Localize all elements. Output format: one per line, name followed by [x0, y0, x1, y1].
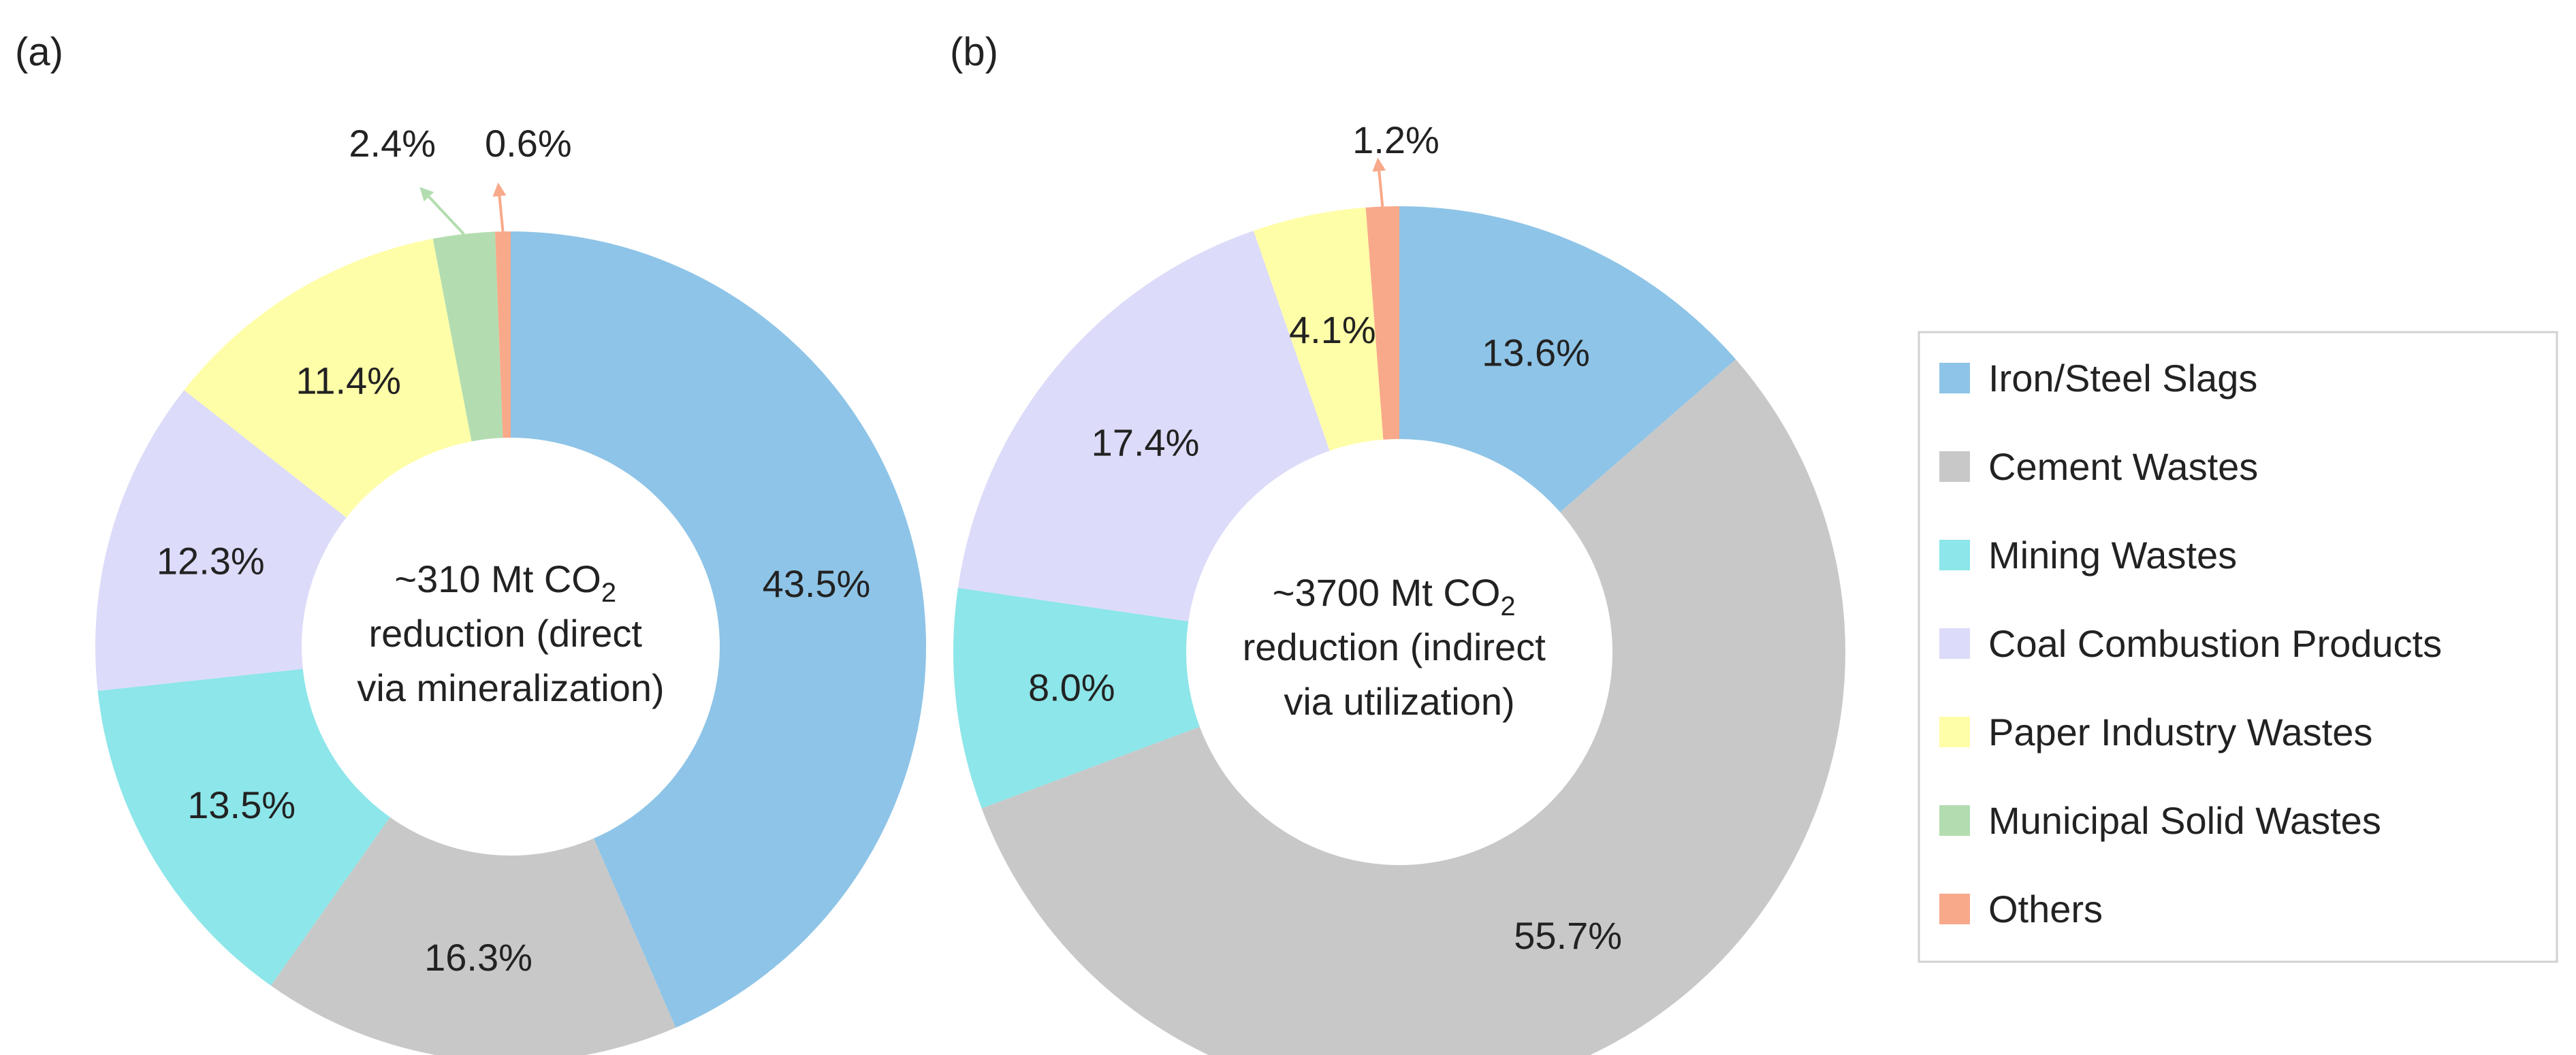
labels-b: 13.6% 55.7% 8.0% 17.4% 4.1% 1.2%	[1028, 118, 1622, 957]
center-line-2: reduction (direct	[368, 612, 642, 655]
legend-swatch	[1939, 894, 1970, 924]
legend-label: Others	[1988, 888, 2103, 930]
pct-label-mining-wastes: 8.0%	[1028, 666, 1115, 709]
pct-label-coal-combustion-products: 17.4%	[1092, 421, 1200, 464]
legend-frame	[1918, 331, 2558, 963]
legend-label: Coal Combustion Products	[1988, 622, 2442, 665]
legend-label: Paper Industry Wastes	[1988, 711, 2372, 753]
slices-b	[953, 206, 1845, 1055]
slice-cement-wastes	[270, 817, 676, 1055]
legend-swatch	[1939, 363, 1970, 393]
center-line-3: via utilization)	[1284, 680, 1514, 723]
slice-paper-industry-wastes	[1253, 207, 1384, 451]
slice-others	[495, 231, 511, 438]
center-label-a: ~310 Mt CO2 reduction (direct via minera…	[357, 557, 664, 709]
slice-mining-wastes	[953, 587, 1200, 809]
legend-label: Cement Wastes	[1988, 445, 2258, 488]
labels-a: 43.5% 16.3% 13.5% 12.3% 11.4% 2.4% 0.6%	[157, 122, 870, 979]
pct-label-cement-wastes: 16.3%	[424, 936, 532, 979]
donut-chart-a: (a) 43.5% 16.3% 13.5% 12.3% 11.4% 2.4% 0.6% ~3…	[15, 30, 926, 1055]
center-line-3: via mineralization)	[357, 666, 664, 709]
center-label-b: ~3700 Mt CO2 reduction (indirect via uti…	[1243, 571, 1557, 723]
subscript-2: 2	[601, 578, 616, 608]
slice-iron-steel-slags	[1399, 206, 1736, 513]
legend-items: Iron/Steel Slags Cement Wastes Mining Wast…	[1939, 357, 2442, 930]
legend-item-mining-wastes: Mining Wastes	[1939, 534, 2237, 577]
center-line-1: ~3700 Mt CO2	[1273, 571, 1516, 621]
slice-cement-wastes	[981, 359, 1845, 1055]
center-line-1: ~310 Mt CO2	[394, 557, 616, 608]
legend-swatch	[1939, 717, 1970, 747]
legend-swatch	[1939, 540, 1970, 570]
center-line-2: reduction (indirect	[1243, 626, 1546, 668]
legend-label: Mining Wastes	[1988, 534, 2237, 577]
legend-label: Municipal Solid Wastes	[1988, 799, 2381, 842]
legend-item-others: Others	[1939, 888, 2103, 930]
legend-swatch	[1939, 805, 1970, 836]
pct-label-iron-steel-slags: 43.5%	[763, 562, 871, 605]
leaders-b	[1372, 157, 1386, 207]
legend-item-municipal-solid-wastes: Municipal Solid Wastes	[1939, 799, 2381, 842]
slice-coal-combustion-products	[95, 390, 347, 692]
pct-label-mining-wastes: 13.5%	[187, 783, 296, 826]
pct-label-coal-combustion-products: 12.3%	[157, 539, 265, 582]
pct-label-paper-industry-wastes: 4.1%	[1289, 308, 1376, 351]
legend-label: Iron/Steel Slags	[1988, 357, 2257, 400]
slice-mining-wastes	[97, 668, 390, 986]
legend-item-paper-industry-wastes: Paper Industry Wastes	[1939, 711, 2372, 753]
pct-label-others: 1.2%	[1352, 118, 1440, 161]
leader-arrow-others	[492, 182, 507, 232]
pct-label-municipal-solid-wastes: 2.4%	[349, 122, 436, 165]
pct-label-cement-wastes: 55.7%	[1514, 914, 1622, 957]
legend-item-cement-wastes: Cement Wastes	[1939, 445, 2258, 488]
pct-label-iron-steel-slags: 13.6%	[1482, 331, 1590, 374]
leaders-a	[419, 182, 507, 236]
pct-label-others: 0.6%	[485, 122, 572, 165]
slice-iron-steel-slags	[511, 231, 926, 1028]
leader-arrow-municipal-solid-wastes	[419, 186, 465, 236]
legend-swatch	[1939, 628, 1970, 659]
slice-coal-combustion-products	[957, 230, 1330, 621]
subscript-2: 2	[1500, 591, 1515, 621]
slice-paper-industry-wastes	[184, 238, 472, 518]
pct-label-paper-industry-wastes: 11.4%	[296, 359, 401, 402]
donut-chart-b: (b) 13.6% 55.7% 8.0% 17.4% 4.1% 1.2% ~3700 Mt…	[950, 30, 1845, 1055]
slice-others	[1365, 206, 1399, 440]
legend-item-iron-steel-slags: Iron/Steel Slags	[1939, 357, 2257, 400]
panel-label-a: (a)	[15, 30, 63, 74]
slice-municipal-solid-wastes	[432, 231, 503, 442]
leader-arrow-others	[1372, 157, 1386, 207]
legend: Iron/Steel Slags Cement Wastes Mining Wast…	[1918, 331, 2558, 963]
slices-a	[95, 231, 926, 1055]
legend-item-coal-combustion-products: Coal Combustion Products	[1939, 622, 2442, 665]
panel-label-b: (b)	[950, 30, 998, 74]
legend-swatch	[1939, 451, 1970, 482]
